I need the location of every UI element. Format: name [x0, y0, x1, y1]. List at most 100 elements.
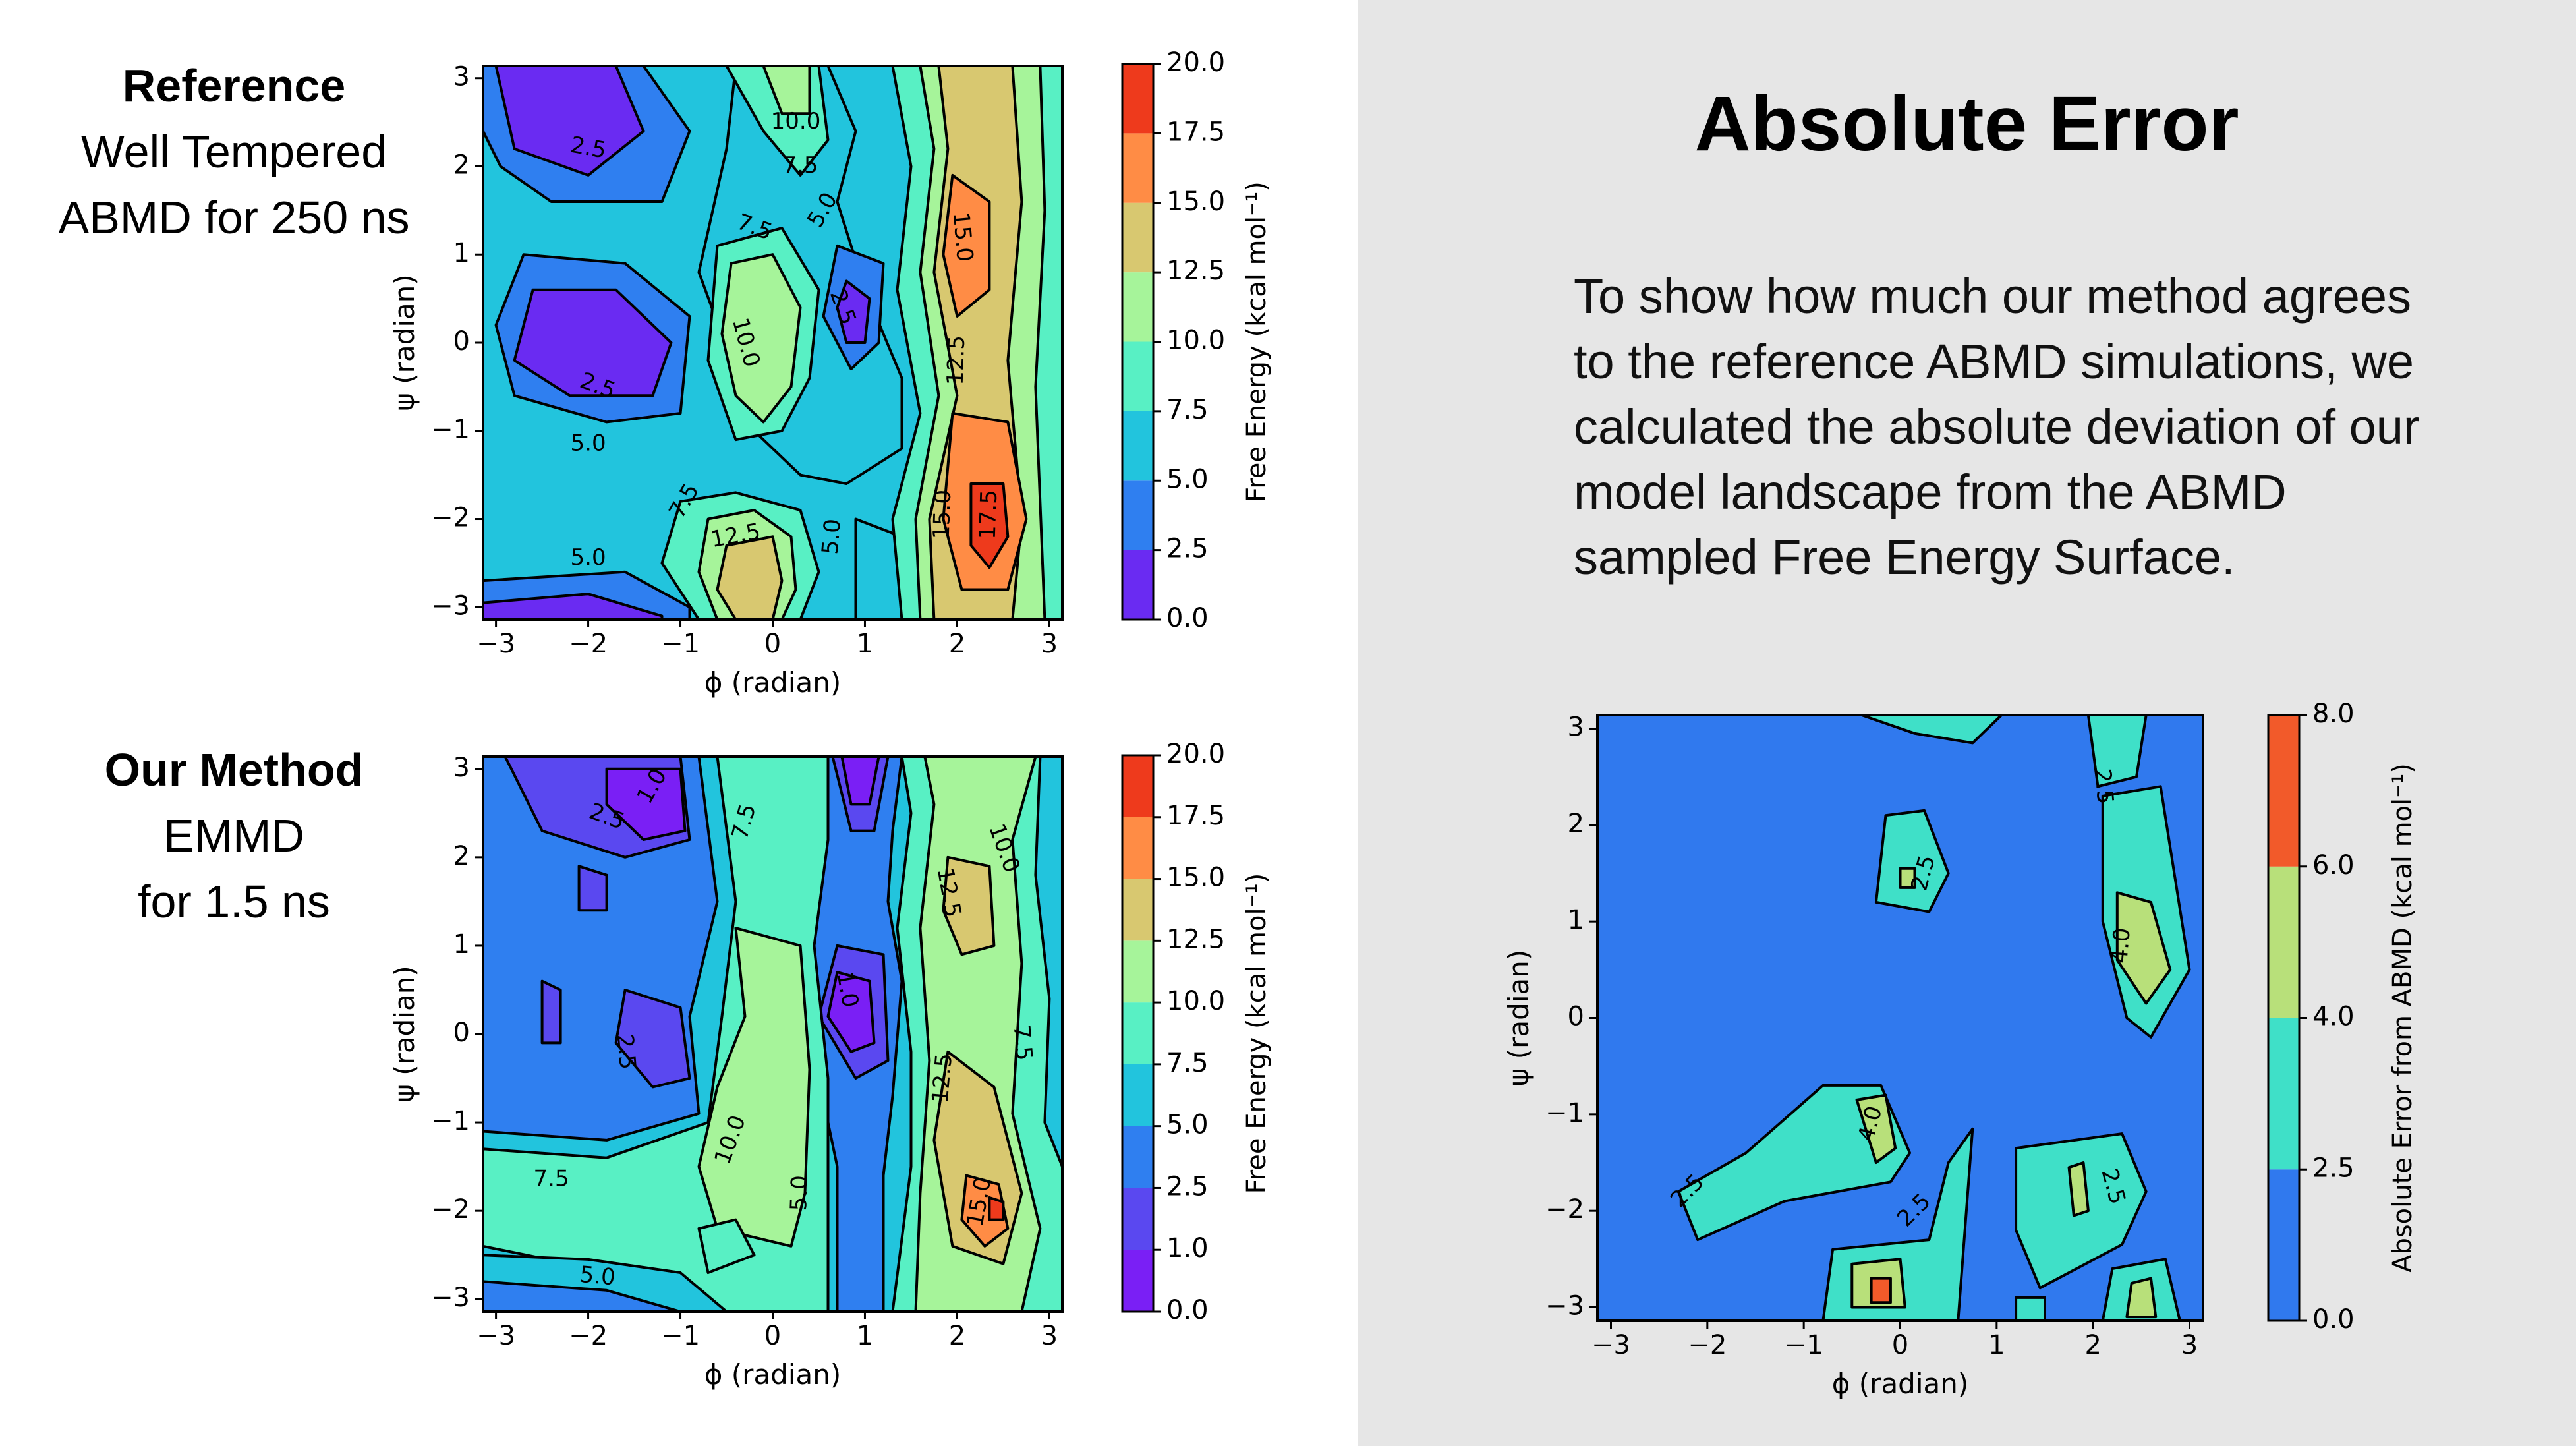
method-contour-field — [483, 757, 1062, 1312]
method-contour-label: 5.0 — [786, 1175, 813, 1211]
method-caption: Our Method EMMD for 1.5 ns — [26, 737, 442, 935]
method-x-tick-label: 1 — [857, 1321, 873, 1351]
reference-colorbar-band-7 — [1122, 64, 1153, 134]
method-x-tick-label: −2 — [569, 1321, 608, 1351]
reference-line2: Well Tempered — [80, 126, 387, 177]
error-contour-region-16 — [2015, 1296, 2046, 1321]
reference-colorbar-band-3 — [1122, 341, 1153, 411]
reference-x-tick-label: 1 — [857, 629, 873, 659]
reference-contour-label: 5.0 — [571, 544, 606, 571]
method-contour-region-4 — [540, 979, 562, 1045]
method-colorbar-frame — [1121, 754, 1155, 1313]
method-contour-label: 7.5 — [534, 1166, 569, 1192]
method-colorbar-tick-label: 20.0 — [1166, 739, 1225, 769]
error-y-tick-label: 0 — [1568, 1002, 1584, 1032]
error-colorbar-band-1 — [2268, 1018, 2299, 1170]
error-contour-field — [1597, 715, 2203, 1321]
reference-chart: 2.510.07.57.5 5.015.02.510.0 12.52.55.07.5… — [388, 47, 1272, 699]
reference-colorbar-tick-label: 12.5 — [1166, 256, 1225, 286]
reference-contour-region-13 — [836, 279, 871, 344]
method-y-tick-label: −3 — [431, 1283, 470, 1313]
method-x-tick-label: −3 — [476, 1321, 515, 1351]
error-contour-region-15 — [2125, 1277, 2158, 1319]
error-colorbar-band-2 — [2268, 866, 2299, 1018]
reference-contour-label: 10.0 — [771, 108, 821, 134]
reference-contour-label: 15.0 — [948, 211, 978, 263]
method-colorbar-tick-label: 2.5 — [1166, 1171, 1209, 1201]
method-contour-label: 12.5 — [927, 1052, 958, 1104]
error-x-tick-label: −3 — [1591, 1330, 1630, 1360]
reference-contour-region-6 — [483, 593, 664, 620]
method-contour-label: 2.5 — [612, 1033, 641, 1070]
error-x-tick-label: −2 — [1688, 1330, 1727, 1360]
method-line2: EMMD — [163, 810, 304, 861]
reference-y-tick-label: −2 — [431, 503, 470, 533]
error-contour-region-8 — [1855, 1093, 1897, 1164]
reference-colorbar-band-4 — [1122, 272, 1153, 342]
method-contour-region-15 — [942, 855, 996, 956]
method-colorbar-tick-label: 15.0 — [1166, 863, 1225, 893]
method-colorbar-tick-label: 17.5 — [1166, 801, 1225, 831]
error-y-tick-label: −2 — [1545, 1194, 1584, 1225]
method-y-tick-label: 3 — [453, 753, 470, 783]
error-y-tick-label: 2 — [1568, 809, 1584, 839]
method-contour-region-23 — [483, 1280, 682, 1312]
reference-contour-label: 5.0 — [817, 517, 847, 555]
reference-contour-region-11 — [720, 253, 802, 424]
reference-title: Reference — [122, 60, 346, 111]
method-line3: for 1.5 ns — [138, 876, 330, 927]
reference-colorbar: 0.0 2.5 5.0 7.5 10.0 12.5 15.0 17.5 20.0 Free Ene… — [1121, 47, 1272, 633]
method-contour-region-9 — [826, 971, 876, 1053]
reference-contour-region-5 — [513, 288, 673, 397]
method-colorbar-tick-label: 7.5 — [1166, 1048, 1209, 1078]
error-colorbar-band-0 — [2268, 1169, 2299, 1321]
reference-x-tick-label: 3 — [1041, 629, 1058, 659]
error-colorbar-label: Absolute Error from ABMD (kcal mol⁻¹) — [2388, 763, 2418, 1273]
error-y-tick-label: −3 — [1545, 1291, 1584, 1321]
absolute-error-description: To show how much our method agrees to th… — [1574, 269, 2420, 585]
method-colorbar-tick-label: 10.0 — [1166, 986, 1225, 1016]
method-contour-region-17 — [960, 1174, 1010, 1248]
method-contour-region-21 — [697, 1218, 756, 1274]
method-title: Our Method — [104, 744, 364, 795]
error-y-axis-label: ψ (radian) — [1503, 950, 1535, 1087]
reference-contour-label: 15.0 — [929, 489, 957, 540]
error-colorbar-tick-label: 0.0 — [2312, 1304, 2355, 1335]
reference-contour-field — [483, 66, 1062, 620]
reference-y-tick-label: −1 — [431, 415, 470, 445]
method-y-tick-label: −1 — [431, 1106, 470, 1136]
reference-x-tick-label: 0 — [764, 629, 781, 659]
error-contour-region-11 — [1870, 1277, 1892, 1304]
method-contour-region-3 — [605, 767, 687, 841]
reference-colorbar-tick-label: 0.0 — [1166, 603, 1209, 633]
absolute-error-title: Absolute Error — [1694, 80, 2239, 167]
method-x-tick-label: 3 — [1041, 1321, 1058, 1351]
method-x-tick-label: −1 — [661, 1321, 700, 1351]
method-contour-region-6 — [577, 865, 608, 912]
reference-contour-region-9 — [762, 66, 811, 115]
method-colorbar-tick-label: 5.0 — [1166, 1110, 1209, 1140]
reference-contour-label: 17.5 — [975, 489, 1003, 540]
reference-colorbar-tick-label: 15.0 — [1166, 187, 1225, 217]
reference-y-tick-label: 3 — [453, 62, 470, 92]
error-x-axis-label: ϕ (radian) — [1832, 1368, 1969, 1400]
reference-colorbar-tick-label: 7.5 — [1166, 395, 1209, 425]
reference-x-tick-label: −3 — [476, 629, 515, 659]
reference-contour-label: 7.5 — [782, 152, 818, 179]
reference-y-axis-label: ψ (radian) — [388, 274, 420, 411]
reference-y-tick-label: 0 — [453, 326, 470, 357]
reference-x-tick-label: −1 — [661, 629, 700, 659]
method-colorbar-band-5 — [1122, 940, 1153, 1003]
reference-contour-label: 5.0 — [571, 430, 606, 456]
reference-y-tick-label: 1 — [453, 238, 470, 268]
method-contour-region-20 — [697, 927, 811, 1248]
error-contour-region-2 — [2086, 715, 2148, 788]
error-contour-region-7 — [1676, 1084, 1912, 1242]
method-colorbar-band-0 — [1122, 1250, 1153, 1312]
method-y-tick-label: −2 — [431, 1194, 470, 1225]
error-colorbar: 0.0 2.5 4.0 6.0 8.0 Absolute Error from ABMD … — [2267, 699, 2418, 1335]
method-colorbar-band-4 — [1122, 1002, 1153, 1064]
method-colorbar-band-2 — [1122, 1126, 1153, 1188]
error-colorbar-tick-label: 8.0 — [2312, 699, 2355, 729]
